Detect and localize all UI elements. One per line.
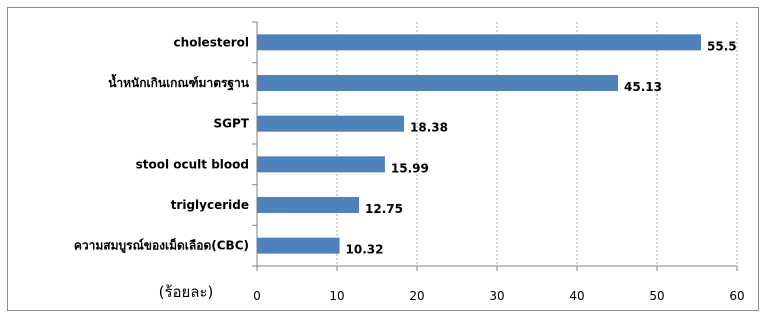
category-label: ความสมบูรณ์ของเม็ดเลือด(CBC)	[74, 238, 249, 254]
axis-layer: 0 10 20 30 40 50 60	[252, 21, 745, 303]
x-tick-label: 60	[729, 289, 744, 303]
category-label: triglyceride	[171, 198, 249, 212]
unit-label: (ร้อยละ)	[159, 283, 214, 301]
bar-layer	[257, 34, 701, 254]
value-label: 10.32	[346, 243, 384, 257]
category-label: น้ำหนักเกินเกณฑ์มาตรฐาน	[108, 73, 250, 91]
category-label: cholesterol	[174, 35, 249, 49]
category-label: SGPT	[214, 117, 250, 131]
value-label: 18.38	[410, 121, 448, 135]
x-tick-label: 10	[329, 289, 344, 303]
label-layer: cholesterol 55.5 น้ำหนักเกินเกณฑ์มาตรฐาน 45…	[74, 35, 737, 256]
value-label: 55.5	[707, 39, 737, 53]
bar	[257, 197, 359, 213]
x-tick-label: 30	[489, 289, 504, 303]
category-label: stool ocult blood	[136, 157, 249, 171]
grid-layer	[336, 22, 738, 266]
x-tick-label: 40	[569, 289, 584, 303]
bar	[257, 75, 619, 91]
x-tick-label: 0	[253, 289, 261, 303]
bar	[257, 34, 701, 51]
bar	[257, 115, 405, 132]
x-tick-label: 20	[409, 289, 424, 303]
bar	[257, 156, 385, 173]
x-tick-label: 50	[649, 289, 664, 303]
value-label: 15.99	[391, 161, 429, 175]
value-label: 12.75	[365, 202, 403, 216]
bar	[257, 237, 340, 254]
value-label: 45.13	[624, 80, 662, 94]
